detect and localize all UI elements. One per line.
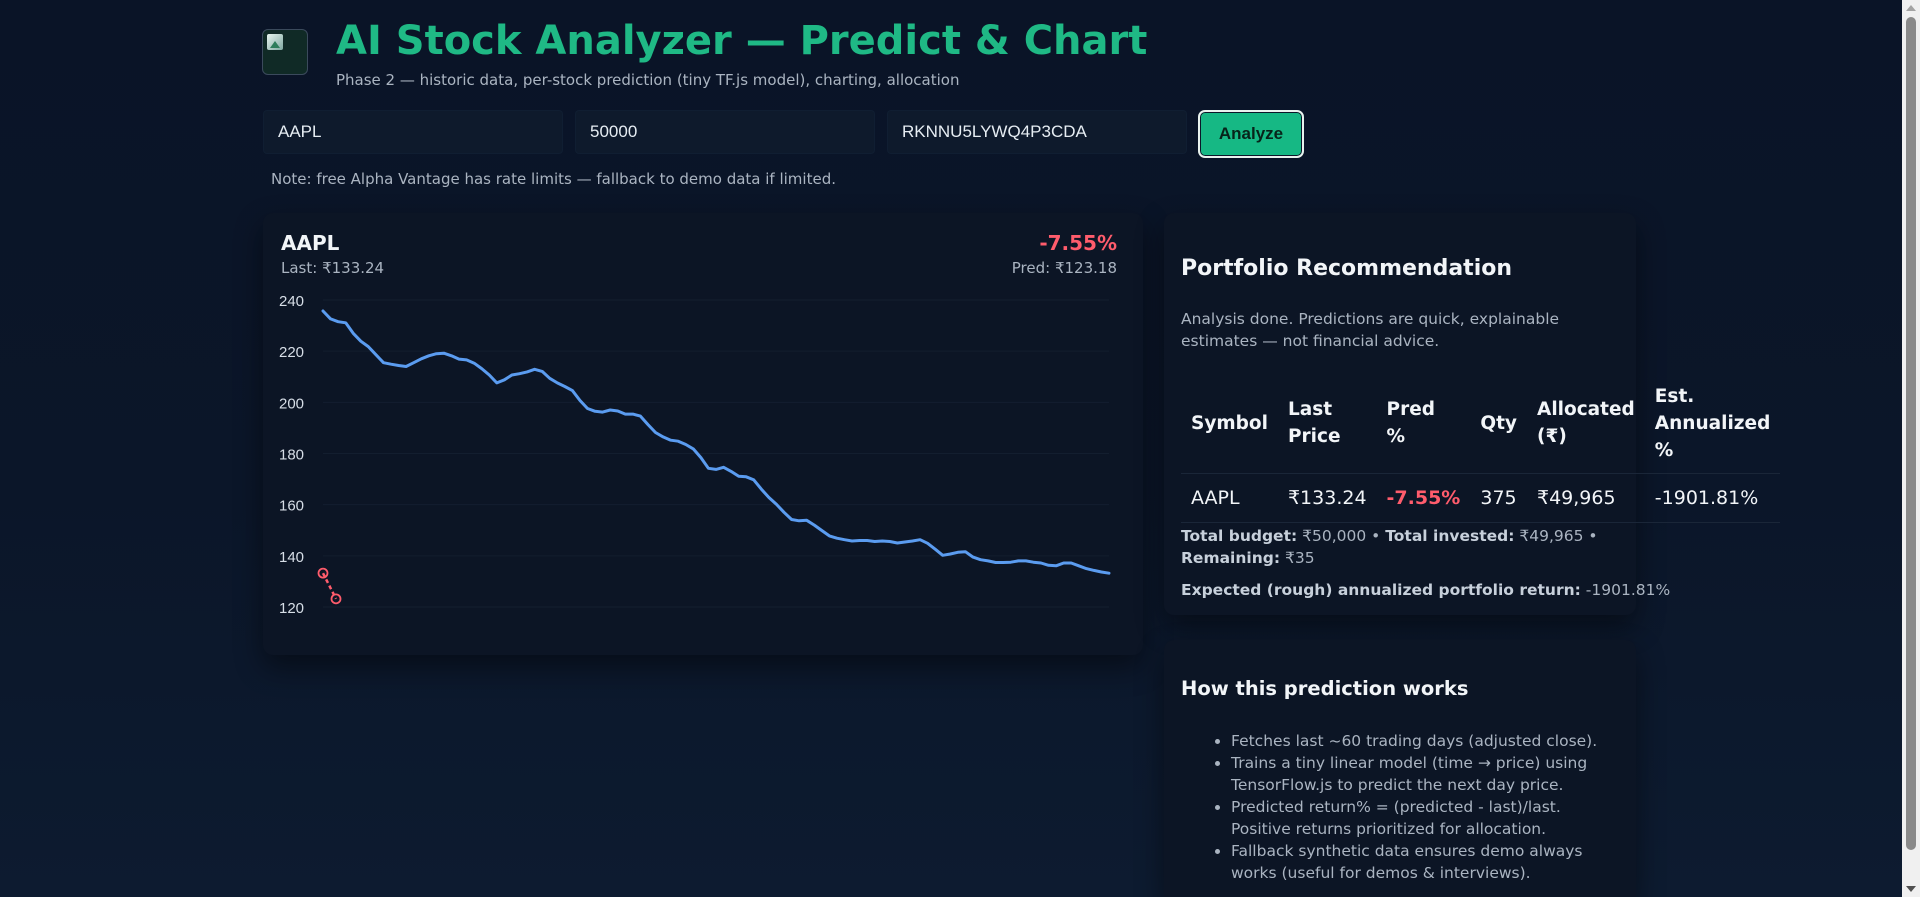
prediction-point <box>317 567 329 579</box>
col-symbol: Symbol <box>1191 412 1268 434</box>
stock-chart-card: AAPL Last: ₹133.24 -7.55% Pred: ₹123.18 … <box>263 213 1143 655</box>
expected-return-label: Expected (rough) annualized portfolio re… <box>1181 581 1581 599</box>
y-tick-label: 220 <box>279 344 304 361</box>
portfolio-summary: Total budget: ₹50,000 • Total invested: … <box>1181 525 1621 569</box>
summary-separator: • <box>1588 527 1598 545</box>
total-invested-label: Total invested: <box>1385 527 1515 545</box>
how-it-works-list: Fetches last ~60 trading days (adjusted … <box>1181 730 1624 884</box>
list-item: Fallback synthetic data ensures demo alw… <box>1231 840 1624 884</box>
expected-return-value: -1901.81% <box>1585 581 1671 599</box>
table-header-row: Symbol Last Price Pred% Qty Allocated (₹) … <box>1181 373 1780 474</box>
total-invested-value: ₹49,965 <box>1519 527 1584 545</box>
portfolio-description: Analysis done. Predictions are quick, ex… <box>1181 310 1560 350</box>
image-placeholder-glyph <box>267 34 283 50</box>
stock-predicted-price: Pred: ₹123.18 <box>1011 259 1117 277</box>
cell-symbol: AAPL <box>1181 473 1278 523</box>
how-it-works-title: How this prediction works <box>1181 677 1469 700</box>
col-pred-percent: Pred% <box>1386 399 1436 447</box>
cell-allocated: ₹49,965 <box>1527 473 1645 523</box>
page-scrollbar[interactable] <box>1902 0 1920 897</box>
stock-symbol: AAPL <box>281 231 340 255</box>
col-est-annualized: Est. Annualized% <box>1654 385 1771 461</box>
page-subtitle: Phase 2 — historic data, per-stock predi… <box>336 71 960 89</box>
col-qty: Qty <box>1480 412 1517 434</box>
cell-annualized: -1901.81% <box>1644 473 1781 523</box>
scrollbar-thumb[interactable] <box>1906 17 1916 850</box>
col-allocated: Allocated (₹) <box>1537 399 1635 447</box>
summary-separator: • <box>1371 527 1381 545</box>
price-line-chart: 120 140 160 180 200 220 240 <box>279 293 1111 617</box>
y-tick-label: 240 <box>279 293 304 310</box>
list-item: Predicted return% = (predicted - last)/l… <box>1231 796 1624 840</box>
rate-limit-note: Note: free Alpha Vantage has rate limits… <box>271 170 836 188</box>
y-tick-label: 160 <box>279 498 304 515</box>
prediction-point <box>330 593 342 605</box>
cell-last-price: ₹133.24 <box>1277 473 1377 523</box>
broken-image-icon <box>262 29 308 75</box>
col-last-price: Last Price <box>1287 399 1341 447</box>
portfolio-card: Portfolio Recommendation Analysis done. … <box>1164 213 1781 615</box>
total-budget-value: ₹50,000 <box>1302 527 1367 545</box>
remaining-value: ₹35 <box>1285 549 1315 567</box>
cell-pred-percent: -7.55% <box>1376 473 1471 523</box>
total-budget-label: Total budget: <box>1181 527 1298 545</box>
expected-return: Expected (rough) annualized portfolio re… <box>1181 581 1670 599</box>
budget-input[interactable] <box>575 110 875 154</box>
scroll-up-arrow-icon[interactable] <box>1906 5 1916 11</box>
stock-change-percent: -7.55% <box>1039 231 1117 255</box>
cell-qty: 375 <box>1470 473 1527 523</box>
analyze-button[interactable]: Analyze <box>1198 110 1304 158</box>
y-tick-label: 180 <box>279 447 304 464</box>
allocation-table: Symbol Last Price Pred% Qty Allocated (₹) … <box>1181 373 1781 523</box>
remaining-label: Remaining: <box>1181 549 1281 567</box>
page-title: AI Stock Analyzer — Predict & Chart <box>336 18 1148 64</box>
y-tick-label: 140 <box>279 549 304 566</box>
symbols-input[interactable] <box>263 110 563 154</box>
list-item: Fetches last ~60 trading days (adjusted … <box>1231 730 1624 752</box>
stock-last-price: Last: ₹133.24 <box>281 259 385 277</box>
portfolio-title: Portfolio Recommendation <box>1181 256 1513 281</box>
scroll-down-arrow-icon[interactable] <box>1906 886 1916 892</box>
y-tick-label: 200 <box>279 395 304 412</box>
table-row: AAPL ₹133.24 -7.55% 375 ₹49,965 -1901.81… <box>1181 473 1781 523</box>
y-tick-label: 120 <box>279 600 304 617</box>
how-it-works-card: How this prediction works Fetches last ~… <box>1164 640 1636 897</box>
api-key-input[interactable] <box>887 110 1187 154</box>
list-item: Trains a tiny linear model (time → price… <box>1231 752 1624 796</box>
price-series-line <box>321 309 1111 575</box>
